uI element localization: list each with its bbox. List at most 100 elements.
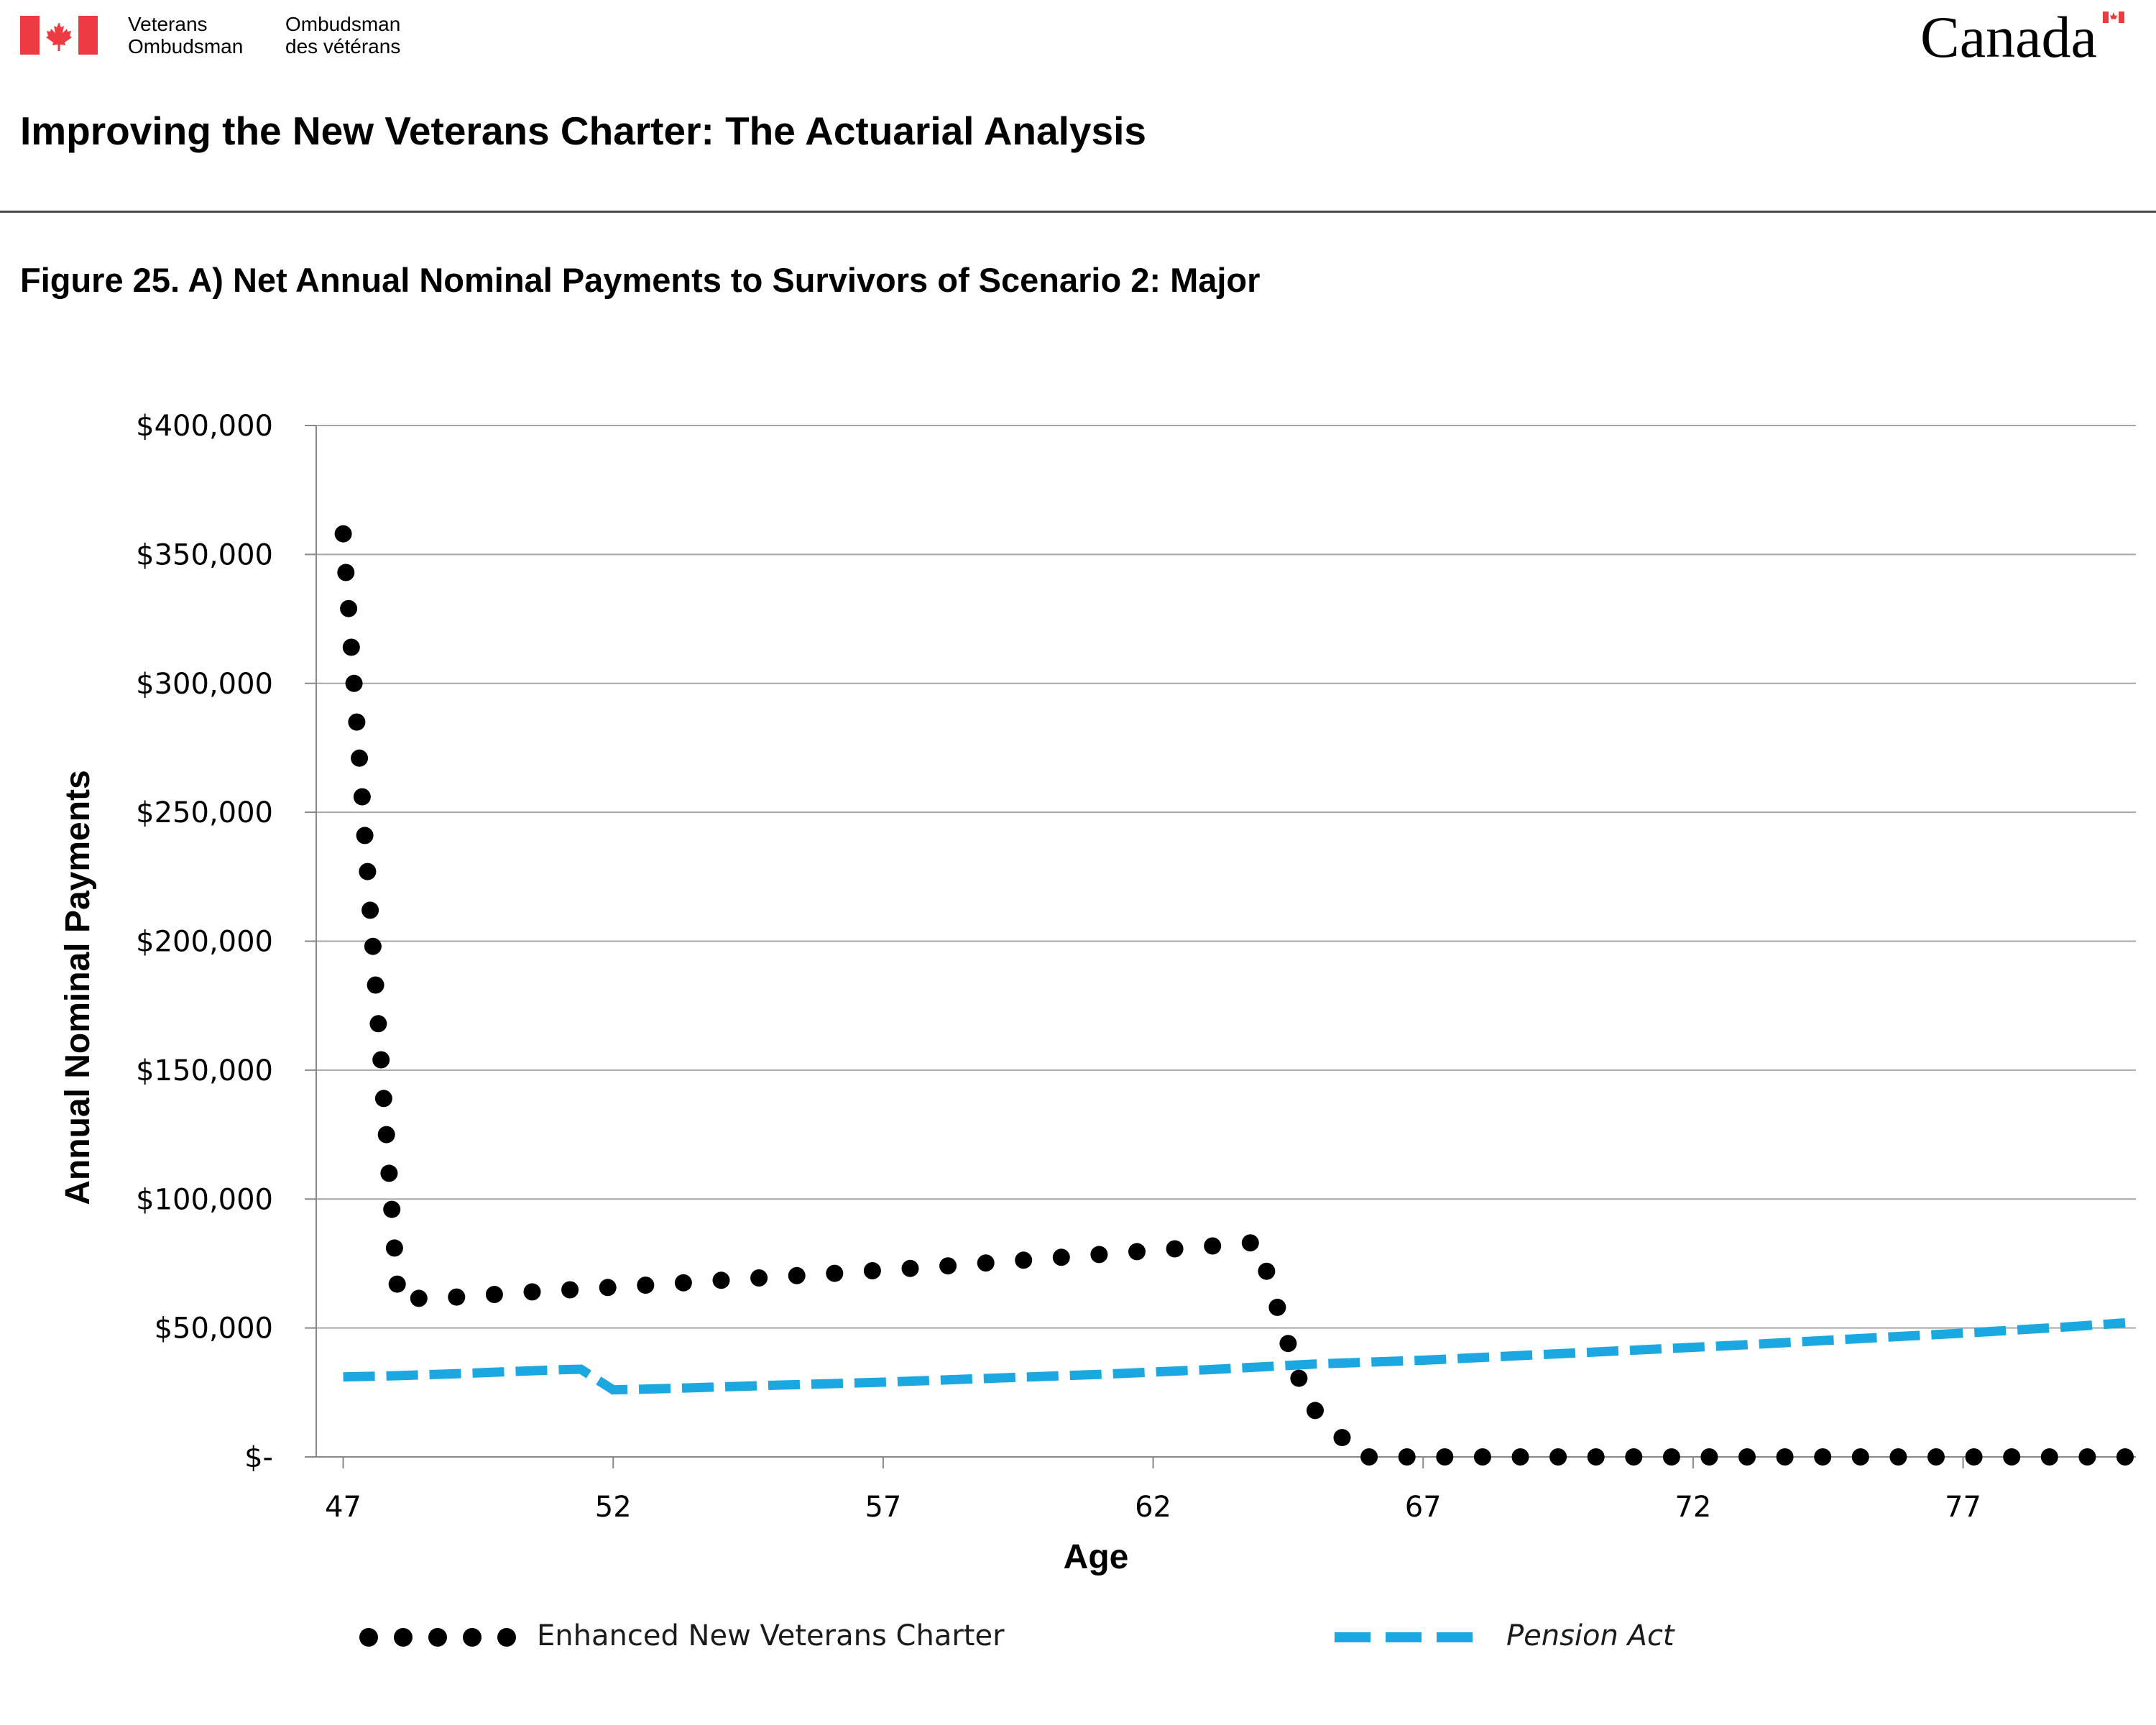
- data-point-enhanced: [2003, 1448, 2021, 1466]
- data-point-enhanced: [1360, 1448, 1378, 1466]
- data-point-enhanced: [674, 1274, 692, 1292]
- canada-wordmark-logo: Canada: [1920, 4, 2124, 68]
- data-point-enhanced: [388, 1275, 406, 1293]
- y-tick-label: $100,000: [136, 1183, 273, 1216]
- legend-item-pension: Pension Act: [1335, 1619, 1675, 1652]
- data-point-enhanced: [2040, 1448, 2058, 1466]
- data-point-enhanced: [977, 1254, 995, 1272]
- x-tick-label: 67: [1405, 1491, 1442, 1524]
- data-point-enhanced: [1511, 1448, 1529, 1466]
- y-tick-label: $300,000: [136, 668, 273, 701]
- x-axis-title: Age: [1064, 1538, 1129, 1576]
- canada-flag-icon: [20, 16, 98, 55]
- data-point-enhanced: [345, 674, 363, 692]
- data-point-enhanced: [353, 788, 371, 806]
- data-point-enhanced: [374, 1090, 392, 1108]
- x-tick-label: 47: [325, 1491, 361, 1524]
- data-point-enhanced: [448, 1288, 466, 1306]
- data-point-enhanced: [383, 1200, 401, 1218]
- org-fr-line2: des vétérans: [285, 35, 401, 58]
- legend-dot: [394, 1628, 413, 1647]
- data-point-enhanced: [1927, 1448, 1945, 1466]
- data-point-enhanced: [1549, 1448, 1567, 1466]
- data-point-enhanced: [485, 1286, 503, 1303]
- data-point-enhanced: [1776, 1448, 1794, 1466]
- series-line-pension-act: [343, 1318, 2126, 1395]
- series: [334, 525, 2134, 1466]
- page-header: Veterans Ombudsman Ombudsman des vétéran…: [0, 0, 2156, 299]
- data-point-enhanced: [637, 1276, 655, 1294]
- data-point-enhanced: [342, 638, 360, 656]
- data-point-enhanced: [361, 901, 379, 919]
- data-point-enhanced: [1290, 1369, 1308, 1387]
- legend-marker-enhanced: [359, 1628, 516, 1647]
- data-point-enhanced: [1166, 1240, 1184, 1258]
- data-point-enhanced: [788, 1266, 806, 1284]
- data-point-enhanced: [369, 1015, 387, 1033]
- data-point-enhanced: [901, 1259, 919, 1277]
- data-point-enhanced: [380, 1164, 398, 1182]
- data-point-enhanced: [2116, 1448, 2134, 1466]
- data-point-enhanced: [1241, 1234, 1259, 1252]
- data-point-enhanced: [1090, 1246, 1108, 1264]
- data-point-enhanced: [1128, 1243, 1146, 1261]
- legend-label-enhanced: Enhanced New Veterans Charter: [537, 1619, 1005, 1652]
- data-point-enhanced: [1268, 1298, 1286, 1316]
- data-point-enhanced: [1436, 1448, 1454, 1466]
- legend-label-pension: Pension Act: [1506, 1619, 1675, 1652]
- data-point-enhanced: [1052, 1248, 1070, 1266]
- org-fr-line1: Ombudsman: [285, 13, 401, 35]
- data-point-enhanced: [334, 525, 352, 543]
- y-axis-title: Annual Nominal Payments: [59, 770, 97, 1205]
- gridlines: [316, 425, 2136, 1329]
- y-tick-label: $50,000: [155, 1312, 273, 1346]
- data-point-enhanced: [599, 1279, 617, 1297]
- data-point-enhanced: [1015, 1251, 1033, 1269]
- data-point-enhanced: [1662, 1448, 1680, 1466]
- header-divider: [0, 211, 2156, 213]
- x-tick-label: 72: [1674, 1491, 1711, 1524]
- wordmark-text: Canada: [1920, 4, 2097, 68]
- figure-title: Figure 25. A) Net Annual Nominal Payment…: [20, 261, 1261, 299]
- data-point-enhanced: [385, 1239, 403, 1257]
- data-point-enhanced: [1738, 1448, 1756, 1466]
- data-point-enhanced: [1204, 1237, 1222, 1255]
- data-point-enhanced: [939, 1257, 957, 1275]
- data-point-enhanced: [523, 1283, 541, 1301]
- data-point-enhanced: [2078, 1448, 2096, 1466]
- data-point-enhanced: [1965, 1448, 1983, 1466]
- x-tick-label: 57: [865, 1491, 901, 1524]
- data-point-enhanced: [712, 1271, 730, 1289]
- legend-dot: [359, 1628, 378, 1647]
- data-point-enhanced: [337, 564, 355, 581]
- data-point-enhanced: [1333, 1429, 1351, 1447]
- data-point-enhanced: [1889, 1448, 1907, 1466]
- y-tick-label: $250,000: [136, 796, 273, 829]
- report-title: Improving the New Veterans Charter: The …: [20, 109, 1146, 153]
- data-point-enhanced: [359, 862, 377, 880]
- data-point-enhanced: [1258, 1262, 1276, 1280]
- data-point-enhanced: [561, 1281, 579, 1299]
- legend-dot: [497, 1628, 516, 1647]
- y-tick-label: $150,000: [136, 1054, 273, 1087]
- data-point-enhanced: [351, 749, 369, 767]
- data-point-enhanced: [750, 1269, 768, 1287]
- org-en-line2: Ombudsman: [128, 35, 244, 58]
- x-tick-label: 52: [595, 1491, 632, 1524]
- data-point-enhanced: [340, 599, 358, 617]
- org-en-line1: Veterans: [128, 13, 208, 35]
- data-point-enhanced: [1587, 1448, 1605, 1466]
- data-point-enhanced: [372, 1051, 390, 1069]
- legend-dot: [463, 1628, 482, 1647]
- y-tick-label: $-: [244, 1441, 273, 1474]
- data-point-enhanced: [1398, 1448, 1416, 1466]
- data-point-enhanced: [367, 976, 384, 994]
- legend: Enhanced New Veterans Charter Pension Ac…: [359, 1619, 1675, 1652]
- data-point-enhanced: [1851, 1448, 1869, 1466]
- y-tick-labels: $- $50,000 $100,000 $150,000 $200,000 $250,00…: [136, 410, 316, 1474]
- data-point-enhanced: [364, 937, 382, 955]
- x-tick-label: 77: [1945, 1491, 1981, 1524]
- data-point-enhanced: [1814, 1448, 1832, 1466]
- y-tick-label: $200,000: [136, 926, 273, 959]
- data-point-enhanced: [826, 1264, 844, 1282]
